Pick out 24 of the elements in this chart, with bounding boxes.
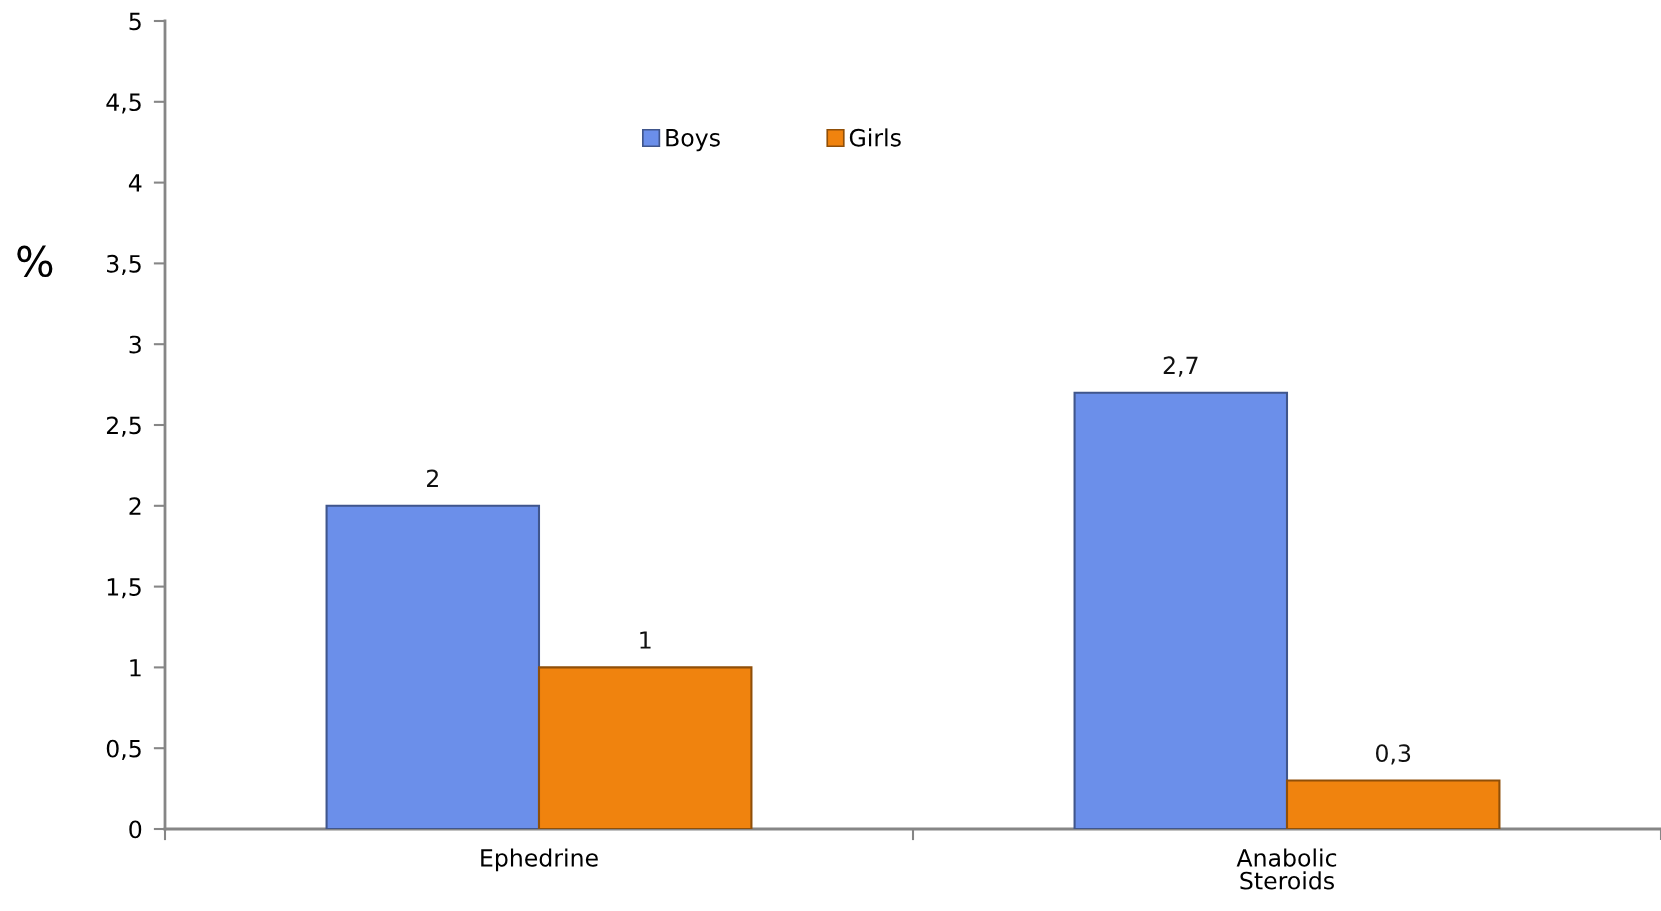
legend-label: Boys [666, 129, 720, 152]
y-tick-label: 2,5 [106, 416, 141, 437]
y-tick-label: 5 [129, 12, 141, 31]
y-tick-label: 3,5 [107, 254, 141, 276]
y-tick-label: 1,5 [107, 578, 141, 599]
x-tick-label: Anabolic Steroids [1236, 848, 1337, 890]
legend-label: Girls [849, 128, 901, 147]
data-label: 0,3 [1376, 744, 1411, 765]
bar [325, 504, 541, 829]
y-tick-label: 3 [129, 335, 141, 354]
y-tick-label: 4,5 [106, 93, 141, 114]
bar [1285, 779, 1501, 829]
data-label: 1 [640, 631, 651, 649]
y-tick-label: 0 [129, 820, 142, 839]
y-tick-label: 2 [129, 497, 141, 515]
bar [1073, 391, 1289, 829]
y-axis-title: % [17, 245, 53, 278]
bar [537, 666, 753, 829]
y-tick-label: 0,5 [106, 739, 141, 760]
y-tick-label: 4 [128, 174, 142, 192]
data-label: 2 [427, 469, 438, 487]
x-tick-label: Ephedrine [481, 848, 598, 872]
y-tick-label: 1 [130, 659, 141, 677]
data-label: 2,7 [1163, 356, 1198, 377]
